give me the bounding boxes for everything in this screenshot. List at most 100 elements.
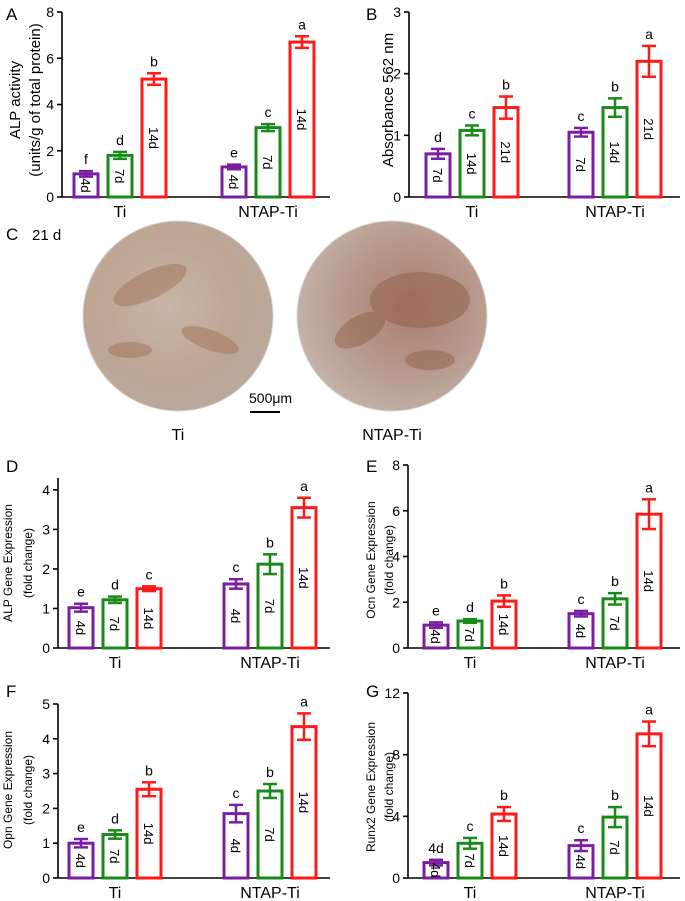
chart-a: A 0 2 4 6 8 ALP activity (units/g of total prot… [6, 4, 330, 221]
bar-day-label: 7d [607, 616, 622, 630]
y-tick-label: 4 [42, 731, 50, 747]
bar-day-label: 7d [107, 617, 122, 631]
significance-letter: c [265, 104, 272, 120]
significance-letter: c [578, 591, 585, 607]
y-tick-label: 12 [384, 685, 400, 701]
group-label: NTAP-Ti [240, 655, 300, 672]
y-tick-label: 1 [42, 835, 50, 851]
y-axis-label: Runx2 Gene Expression [364, 722, 378, 852]
significance-letter: b [145, 762, 153, 778]
bar [601, 815, 629, 880]
significance-letter: b [611, 787, 619, 803]
significance-letter: a [645, 479, 653, 495]
bar-day-label: 7d [260, 155, 275, 169]
significance-letter: e [77, 584, 85, 600]
significance-letter: d [111, 810, 119, 826]
bar [458, 128, 486, 199]
y-axis-label: (units/g of total protein) [27, 23, 44, 176]
group-label: Ti [464, 885, 477, 901]
significance-letter: a [645, 702, 653, 718]
bar [635, 59, 663, 199]
bar-day-label: 4d [228, 609, 243, 623]
significance-letter: d [466, 599, 474, 615]
significance-letter: c [578, 108, 585, 124]
bar [456, 619, 484, 650]
y-tick-label: 2 [393, 66, 401, 82]
group-label: Ti [466, 204, 479, 221]
bar-day-label: 14d [141, 607, 156, 629]
bar-day-label: 21d [641, 118, 656, 140]
bar-day-label: 14d [496, 835, 511, 857]
bar-day-label: 21d [498, 141, 513, 163]
y-axis-label: (fold change) [21, 755, 35, 825]
bar-day-label: 7d [107, 849, 122, 863]
bar-day-label: 4d [73, 853, 88, 867]
group-label: Ti [464, 655, 477, 672]
bar-day-label: 14d [607, 141, 622, 163]
bar [290, 725, 318, 880]
bar-day-label: 4d [428, 863, 443, 877]
bar [222, 582, 250, 650]
bar-day-label: 4d [573, 855, 588, 869]
bar [288, 40, 316, 199]
significance-letter: f [84, 151, 88, 167]
y-tick-label: 0 [392, 640, 400, 656]
group-label: NTAP-Ti [238, 204, 298, 221]
bar-day-label: 14d [464, 153, 479, 175]
bar [135, 787, 163, 880]
bar [220, 165, 248, 199]
significance-letter: e [432, 602, 440, 618]
significance-letter: a [645, 26, 653, 42]
significance-letter: c [146, 566, 153, 582]
bar-day-label: 7d [112, 169, 127, 183]
bar-day-label: 7d [462, 853, 477, 867]
y-tick-label: 4 [392, 808, 400, 824]
panel-letter: D [6, 457, 18, 476]
y-tick-label: 4 [392, 549, 400, 565]
panel-letter: E [366, 457, 377, 476]
y-axis-label: (fold change) [382, 752, 396, 822]
scale-bar-label: 500μm [249, 390, 292, 406]
y-axis-label: Opn Gene Expression [1, 731, 15, 849]
disc-image-ntap-ti [296, 220, 488, 412]
significance-letter: c [233, 785, 240, 801]
significance-letter: 4d [428, 840, 444, 856]
panel-c-timepoint: 21 d [32, 227, 61, 244]
y-tick-label: 4 [46, 97, 54, 113]
significance-letter: c [467, 818, 474, 834]
bar-day-label: 7d [607, 840, 622, 854]
group-label: NTAP-Ti [240, 885, 300, 901]
bar [601, 106, 629, 199]
panel-letter: F [6, 682, 16, 701]
bar [492, 106, 520, 199]
y-tick-label: 6 [46, 50, 54, 66]
significance-letter: a [298, 16, 306, 32]
bar-day-label: 7d [462, 627, 477, 641]
bar-day-label: 14d [296, 567, 311, 589]
panel-letter: A [6, 5, 18, 24]
bar [635, 512, 663, 650]
y-axis-label: (fold change) [21, 528, 35, 598]
y-tick-label: 1 [42, 600, 50, 616]
y-tick-label: 8 [392, 457, 400, 473]
significance-letter: a [300, 693, 308, 709]
significance-letter: e [230, 145, 238, 161]
significance-letter: b [500, 787, 508, 803]
y-tick-label: 0 [42, 640, 50, 656]
disc-texture-ti [108, 263, 239, 358]
y-tick-label: 4 [42, 482, 50, 498]
y-tick-label: 8 [46, 4, 54, 20]
y-axis-label: (fold change) [382, 525, 396, 595]
chart-f: F 0 1 2 3 4 5 Opn Gene Expression (fold change) T… [1, 682, 330, 901]
bar-day-label: 14d [296, 791, 311, 813]
bar [635, 732, 663, 880]
bar-day-label: 14d [141, 823, 156, 845]
group-label: NTAP-Ti [585, 204, 645, 221]
significance-letter: b [502, 76, 510, 92]
significance-letter: c [578, 820, 585, 836]
y-tick-label: 0 [42, 870, 50, 886]
y-tick-label: 0 [392, 870, 400, 886]
significance-letter: c [233, 559, 240, 575]
bar-day-label: 4d [78, 178, 93, 192]
